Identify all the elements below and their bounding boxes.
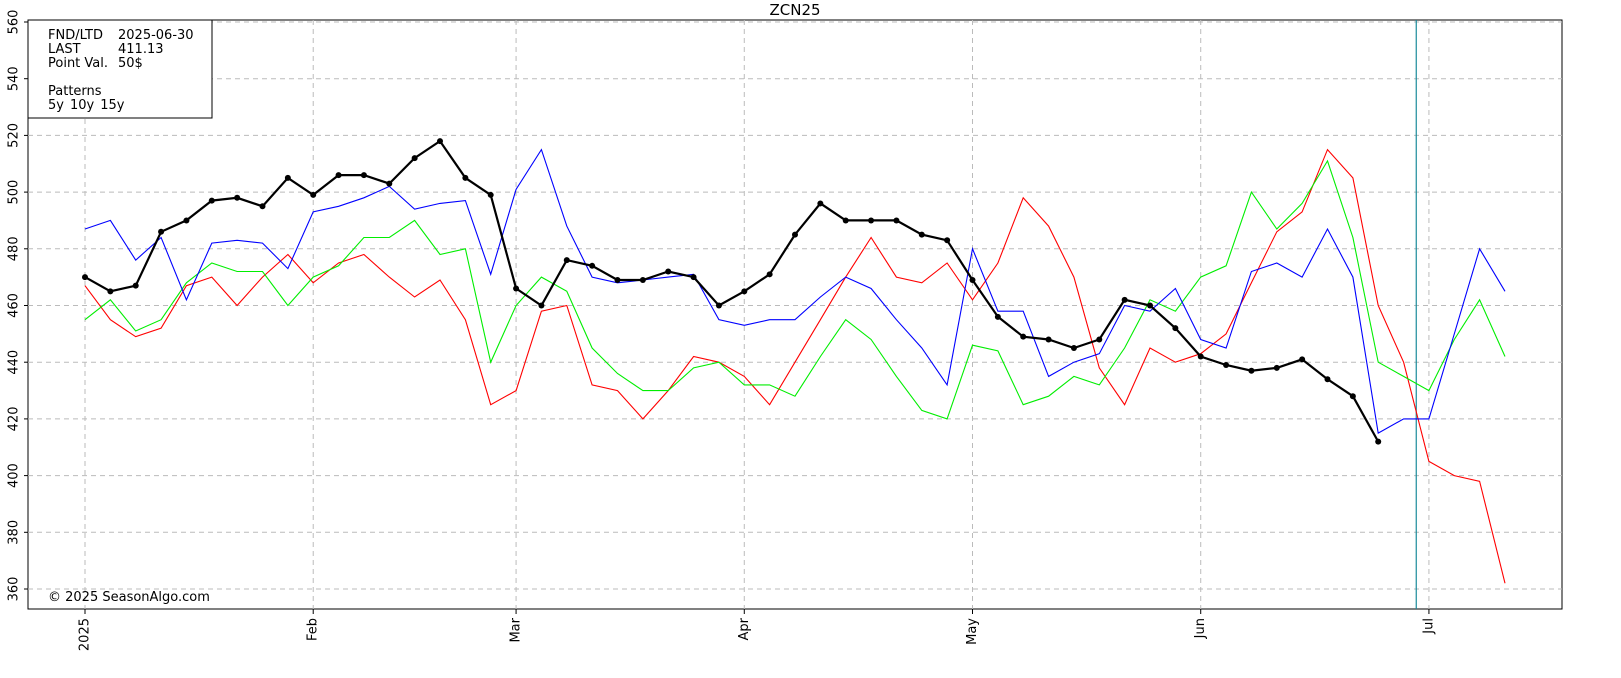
data-point (741, 288, 748, 295)
data-point (1375, 438, 1382, 445)
data-point (792, 231, 798, 238)
data-point (614, 276, 621, 283)
x-tick-label: Feb (306, 618, 321, 641)
data-point (1349, 393, 1356, 400)
grid: 360 380 400 420 440 460 480 500 520 540 560 2025 Feb… (7, 10, 1562, 651)
series-line (84, 159, 1506, 420)
info-frame (27, 19, 213, 119)
data-point (665, 268, 672, 275)
data-point (1147, 302, 1153, 309)
data-point (563, 257, 570, 264)
legend-entry: 5y (48, 98, 64, 113)
data-point (411, 155, 418, 162)
info-label: LAST (48, 42, 81, 57)
x-tick-label: May (965, 618, 980, 645)
legend-entry: 15y (100, 98, 125, 113)
data-point (868, 217, 875, 224)
y-tick-label: 420 (7, 406, 22, 431)
data-point (183, 217, 190, 224)
data-point (82, 274, 88, 281)
data-point (1045, 336, 1052, 343)
data-point (1299, 356, 1306, 363)
data-point (487, 191, 494, 198)
data-point (1223, 362, 1230, 369)
data-point (1020, 333, 1027, 340)
data-point (234, 194, 241, 201)
series-line (84, 148, 1506, 434)
data-point (639, 276, 646, 283)
x-tick-label: Mar (509, 617, 524, 642)
data-point (360, 172, 367, 179)
data-point (462, 174, 469, 181)
data-point (158, 228, 165, 235)
y-tick-label: 460 (7, 293, 22, 318)
chart-title: ZCN25 (769, 1, 820, 19)
data-point (513, 285, 520, 292)
y-tick-label: 360 (7, 577, 22, 602)
data-point (944, 237, 951, 244)
data-point (386, 180, 393, 187)
patterns-label: Patterns (48, 84, 102, 99)
data-point (994, 313, 1001, 320)
data-point (766, 271, 773, 278)
data-point (335, 172, 342, 179)
data-point (918, 231, 925, 238)
y-tick-label: 500 (7, 180, 22, 205)
data-point (107, 288, 114, 295)
plot-frame (27, 19, 1563, 610)
copyright: © 2025 SeasonAlgo.com (48, 590, 210, 605)
series-layer (82, 138, 1506, 584)
x-tick-label: Apr (737, 617, 752, 640)
data-point (842, 217, 849, 224)
data-point (690, 274, 697, 281)
data-point (817, 200, 824, 207)
legend-entry: 10y (70, 98, 95, 113)
data-point (310, 191, 317, 198)
x-tick-label: Jun (1193, 618, 1208, 639)
x-tick-label: Jul (1421, 618, 1436, 635)
data-point (1172, 325, 1179, 332)
data-point (132, 282, 139, 289)
info-box: FND/LTD 2025-06-30 LAST 411.13 Point Val. 50$… (27, 19, 213, 119)
info-value: 50$ (118, 56, 143, 71)
data-point (969, 276, 976, 283)
info-label: Point Val. (48, 56, 108, 71)
series-line (84, 139, 1380, 443)
data-point (589, 262, 596, 269)
data-point (1324, 376, 1331, 383)
data-point (715, 302, 722, 309)
data-point (1096, 336, 1103, 343)
y-tick-label: 380 (7, 520, 22, 545)
info-value: 411.13 (118, 42, 164, 57)
data-point (437, 138, 443, 145)
y-tick-label: 480 (7, 236, 22, 261)
x-tick-label: 2025 (78, 618, 93, 651)
y-tick-label: 400 (7, 463, 22, 488)
y-tick-label: 440 (7, 350, 22, 375)
data-point (259, 203, 266, 210)
y-tick-label: 560 (7, 10, 22, 35)
info-label: FND/LTD (48, 28, 103, 43)
data-point (893, 217, 900, 224)
data-point (284, 174, 291, 181)
data-point (208, 197, 215, 204)
data-point (1197, 353, 1204, 360)
data-point (1273, 364, 1280, 371)
y-tick-label: 540 (7, 66, 22, 91)
data-point (538, 302, 545, 309)
series-line (84, 148, 1506, 584)
y-tick-label: 520 (7, 123, 22, 148)
data-point (1070, 345, 1077, 352)
data-point (1121, 296, 1128, 303)
data-point (1248, 367, 1255, 374)
info-value: 2025-06-30 (118, 28, 194, 43)
